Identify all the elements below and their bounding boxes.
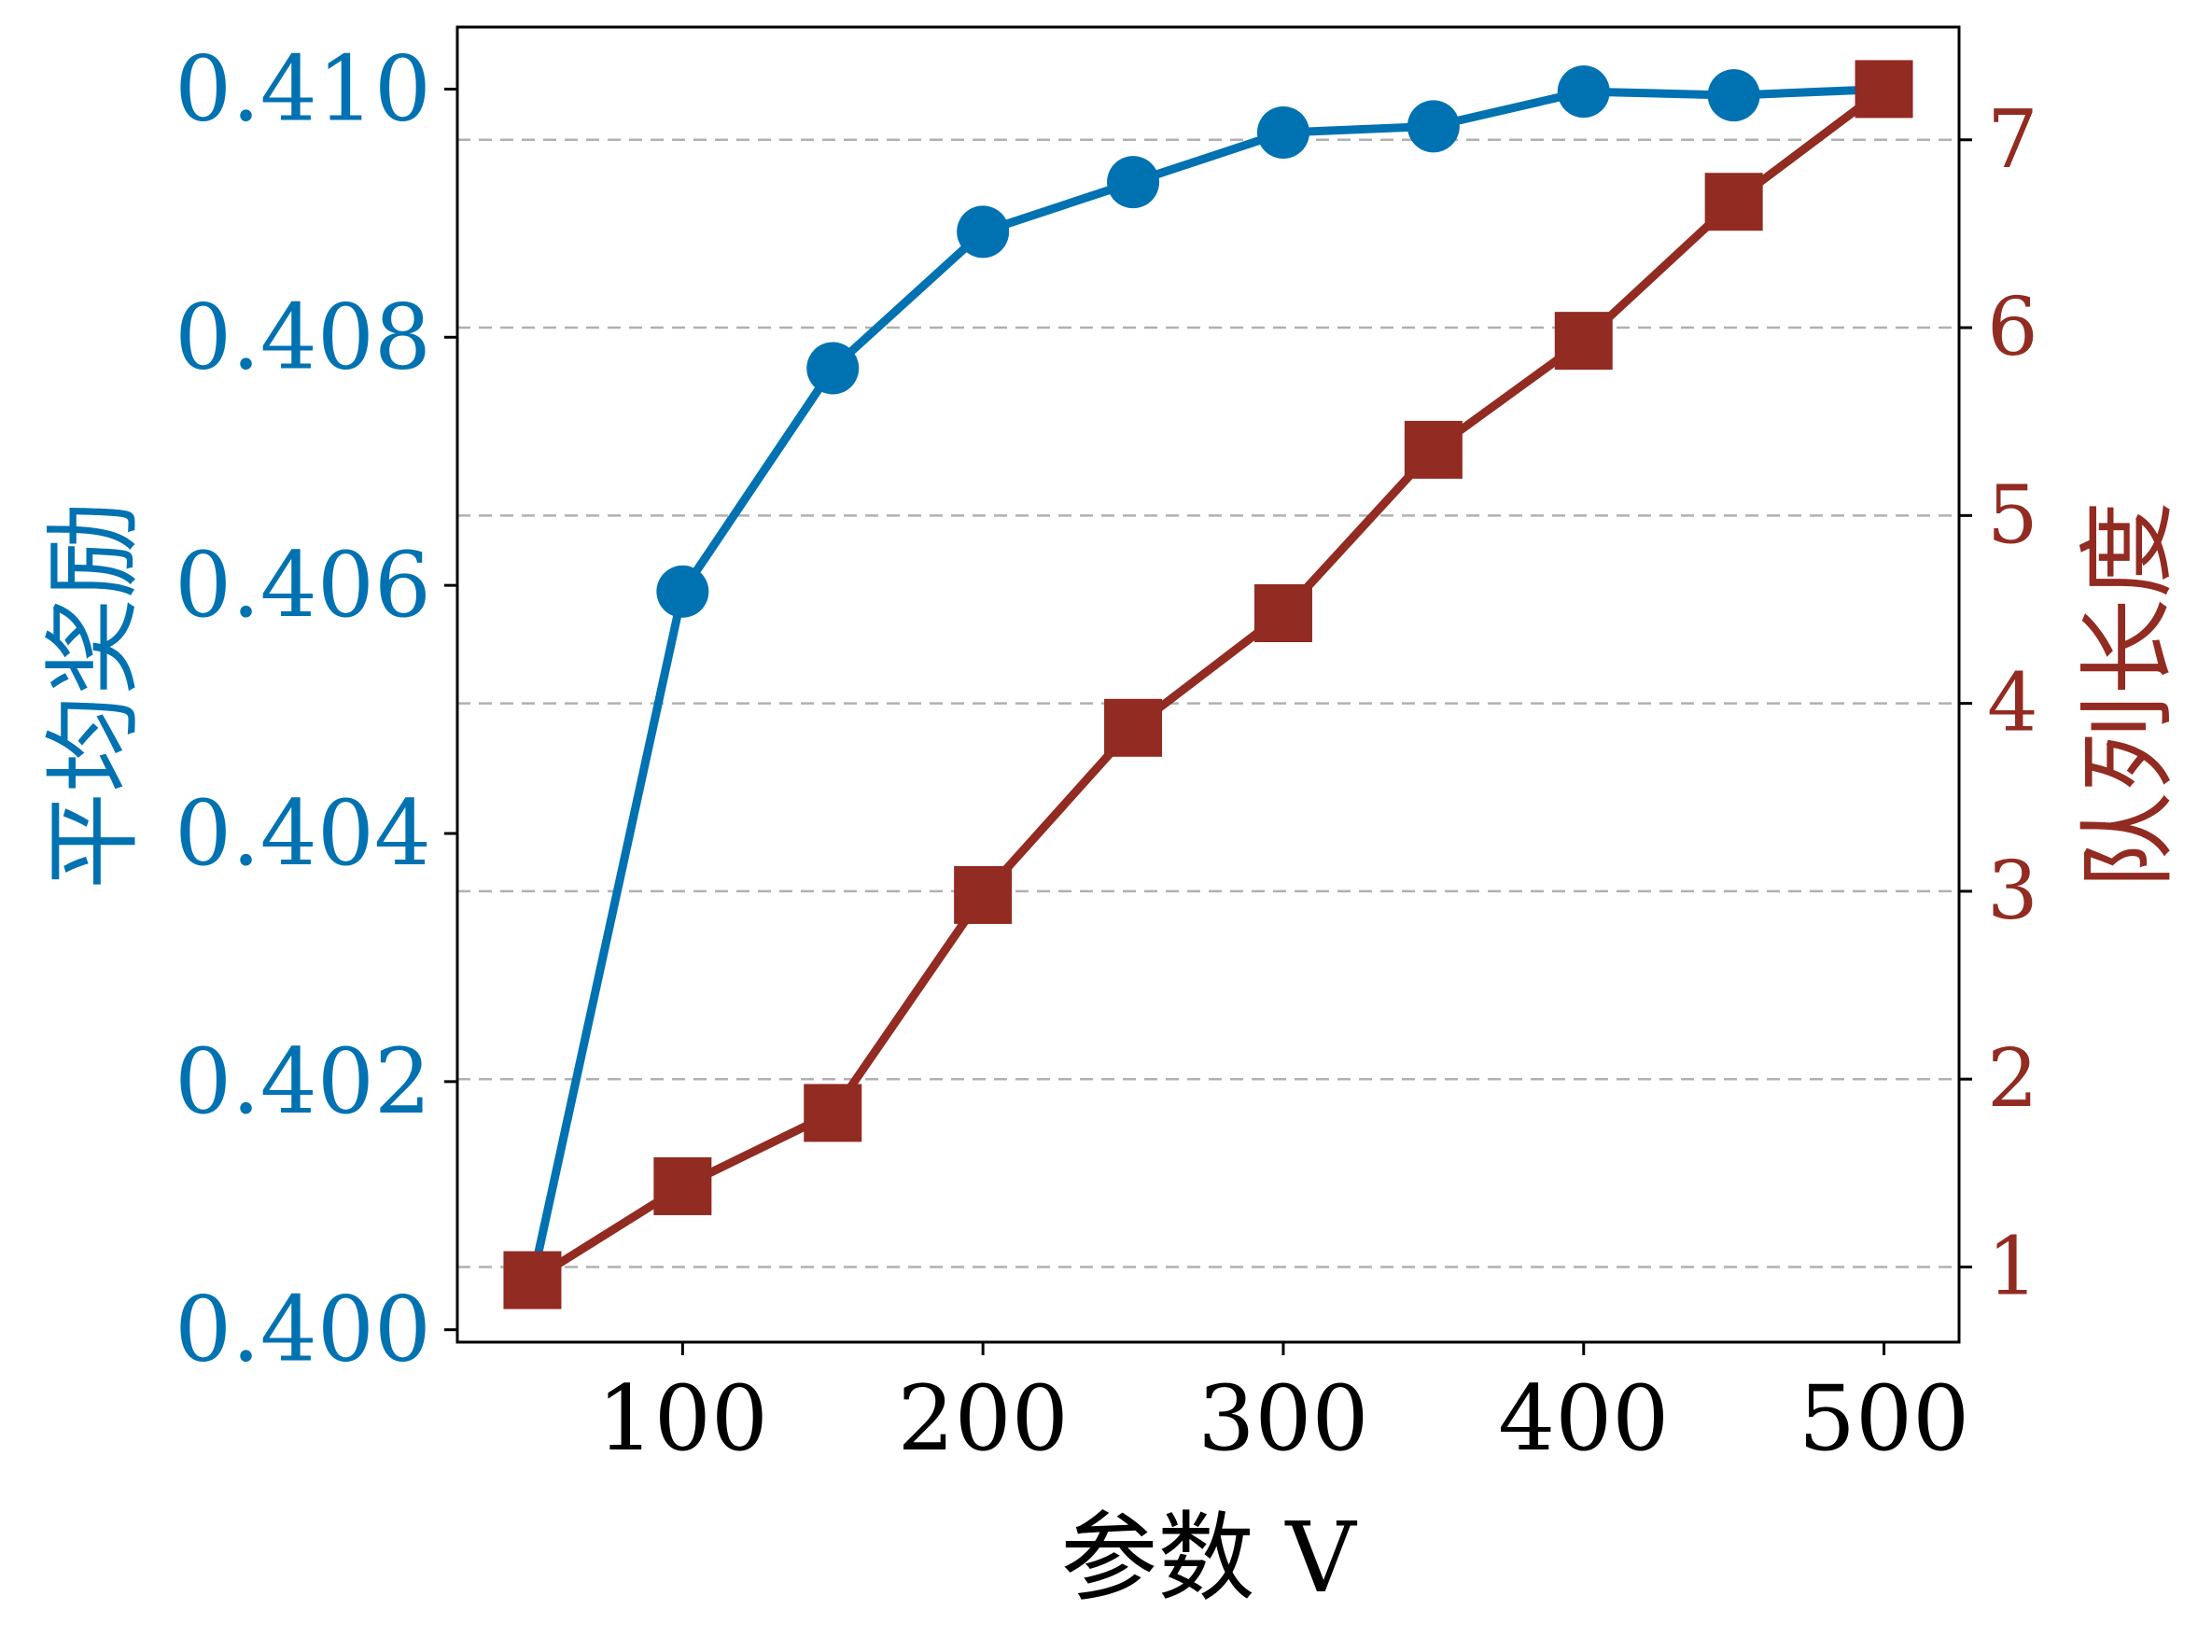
y-left-axis-title: 平均奖励: [36, 501, 150, 889]
y-right-tick-label: 7: [1987, 93, 2038, 187]
y-right-tick-label: 4: [1987, 657, 2038, 750]
y-right-tick-label: 3: [1987, 845, 2038, 938]
point-queue: [653, 1156, 712, 1215]
series-line-queue: [530, 85, 1887, 1284]
point-queue: [1104, 698, 1163, 757]
plot-frame: [455, 25, 1961, 1344]
x-tick-label: 500: [1799, 1366, 1969, 1471]
point-queue: [1554, 312, 1613, 371]
point-queue: [1855, 60, 1913, 119]
y-left-tick-label: 0.406: [175, 533, 431, 637]
point-reward: [1557, 65, 1610, 119]
point-reward: [1107, 156, 1160, 209]
point-reward: [806, 342, 860, 395]
ticks-layer: 0.400 0.402 0.404 0.406 0.408 0.410 1 2 3 4 5 6 7 100…: [175, 36, 2038, 1471]
point-reward: [957, 205, 1010, 259]
y-right-tick-label: 5: [1987, 469, 2038, 562]
x-tick-label: 100: [597, 1366, 768, 1471]
y-left-tick-label: 0.410: [175, 36, 431, 141]
labels-layer: 参数 V 平均奖励 队列长度: [36, 501, 2185, 1615]
grid-layer: [457, 138, 1959, 1268]
y-left-tick-label: 0.400: [175, 1278, 431, 1382]
y-right-tick-label: 2: [1987, 1032, 2038, 1126]
y-left-tick-label: 0.402: [175, 1029, 431, 1134]
y-right-tick-label: 6: [1987, 281, 2038, 374]
x-axis-title: 参数 V: [1060, 1501, 1357, 1615]
y-left-tick-label: 0.404: [175, 781, 431, 886]
point-queue: [954, 865, 1013, 924]
series-layer: [503, 60, 1913, 1309]
y-left-tick-label: 0.408: [175, 285, 431, 389]
point-queue: [1253, 584, 1312, 643]
series-line-reward: [528, 85, 1884, 1281]
x-tick-label: 400: [1498, 1366, 1669, 1471]
point-queue: [1404, 420, 1463, 479]
y-right-tick-label: 1: [1987, 1220, 2038, 1313]
x-tick-label: 300: [1197, 1366, 1368, 1471]
x-tick-label: 200: [898, 1366, 1069, 1471]
y-right-axis-title: 队列长度: [2071, 501, 2185, 889]
point-queue: [1704, 173, 1763, 231]
point-reward: [1707, 69, 1760, 122]
point-queue: [503, 1251, 562, 1309]
point-reward: [1407, 100, 1460, 153]
point-reward: [656, 565, 709, 618]
point-reward: [1256, 105, 1309, 159]
point-queue: [804, 1084, 862, 1142]
